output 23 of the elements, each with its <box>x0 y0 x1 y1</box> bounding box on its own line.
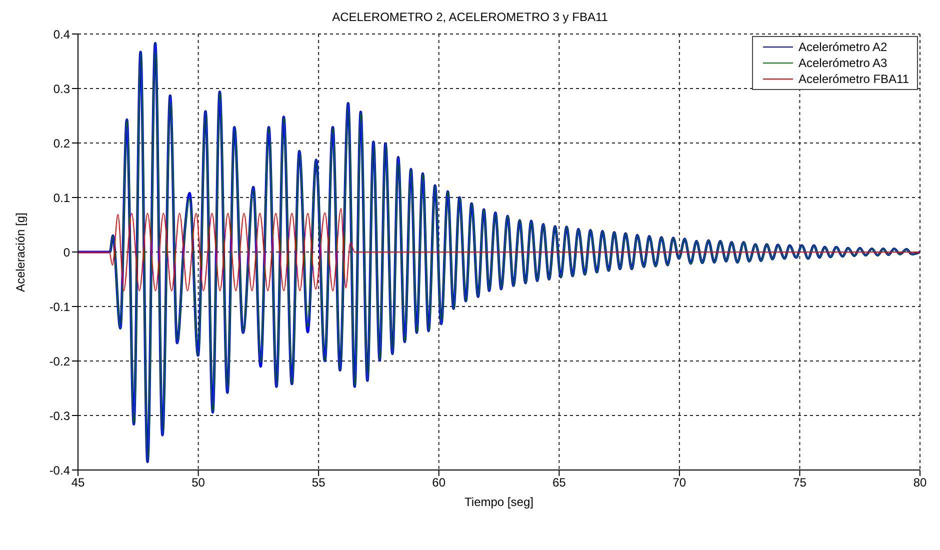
legend-label: Acelerómetro A3 <box>798 55 888 71</box>
x-axis-title: Tiempo [seg] <box>464 495 534 509</box>
y-axis-title: Aceleración [g] <box>13 212 28 292</box>
y-tick-label: -0.3 <box>49 408 70 423</box>
y-tick-label: 0.4 <box>53 27 70 42</box>
y-tick-label: 0.2 <box>53 136 70 150</box>
y-tick-label: -0.4 <box>49 463 70 478</box>
x-tick-label: 75 <box>793 476 807 490</box>
y-tick-label: -0.1 <box>49 300 70 314</box>
legend-label: Acelerómetro A2 <box>798 39 888 55</box>
x-tick-label: 80 <box>913 476 927 490</box>
y-tick-label: -0.2 <box>49 354 70 368</box>
x-tick-label: 65 <box>552 476 566 490</box>
legend-label: Acelerómetro FBA11 <box>798 71 909 87</box>
x-tick-label: 50 <box>192 476 206 490</box>
chart-title: ACELEROMETRO 2, ACELEROMETRO 3 y FBA11 <box>331 9 609 26</box>
y-tick-label: 0 <box>63 245 70 260</box>
x-tick-label: 45 <box>71 476 85 490</box>
x-tick-label: 70 <box>672 476 686 490</box>
y-tick-label: 0.3 <box>53 82 70 96</box>
y-tick-label: 0.1 <box>53 190 70 205</box>
x-tick-label: 55 <box>312 476 326 490</box>
x-tick-label: 60 <box>432 476 446 490</box>
